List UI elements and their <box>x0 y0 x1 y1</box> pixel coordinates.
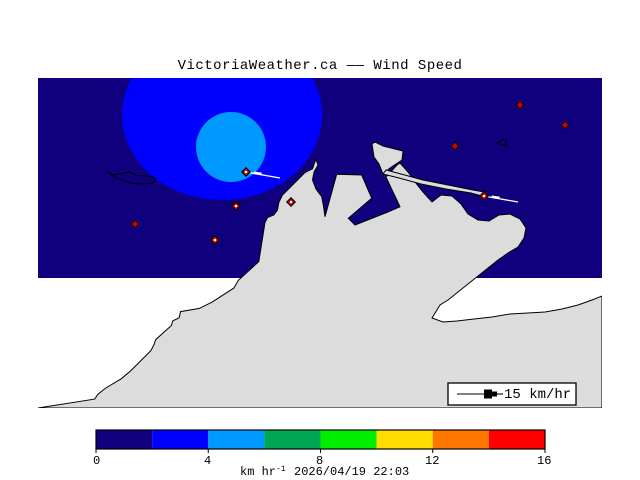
svg-text:km hr-1: km hr-1 <box>240 465 286 480</box>
svg-text:15 km/hr: 15 km/hr <box>504 387 571 403</box>
svg-text:0: 0 <box>93 454 100 468</box>
svg-text:16: 16 <box>537 454 551 468</box>
svg-text:2026/04/19 22:03: 2026/04/19 22:03 <box>294 465 409 479</box>
svg-text:4: 4 <box>204 454 211 468</box>
svg-text:12: 12 <box>425 454 439 468</box>
